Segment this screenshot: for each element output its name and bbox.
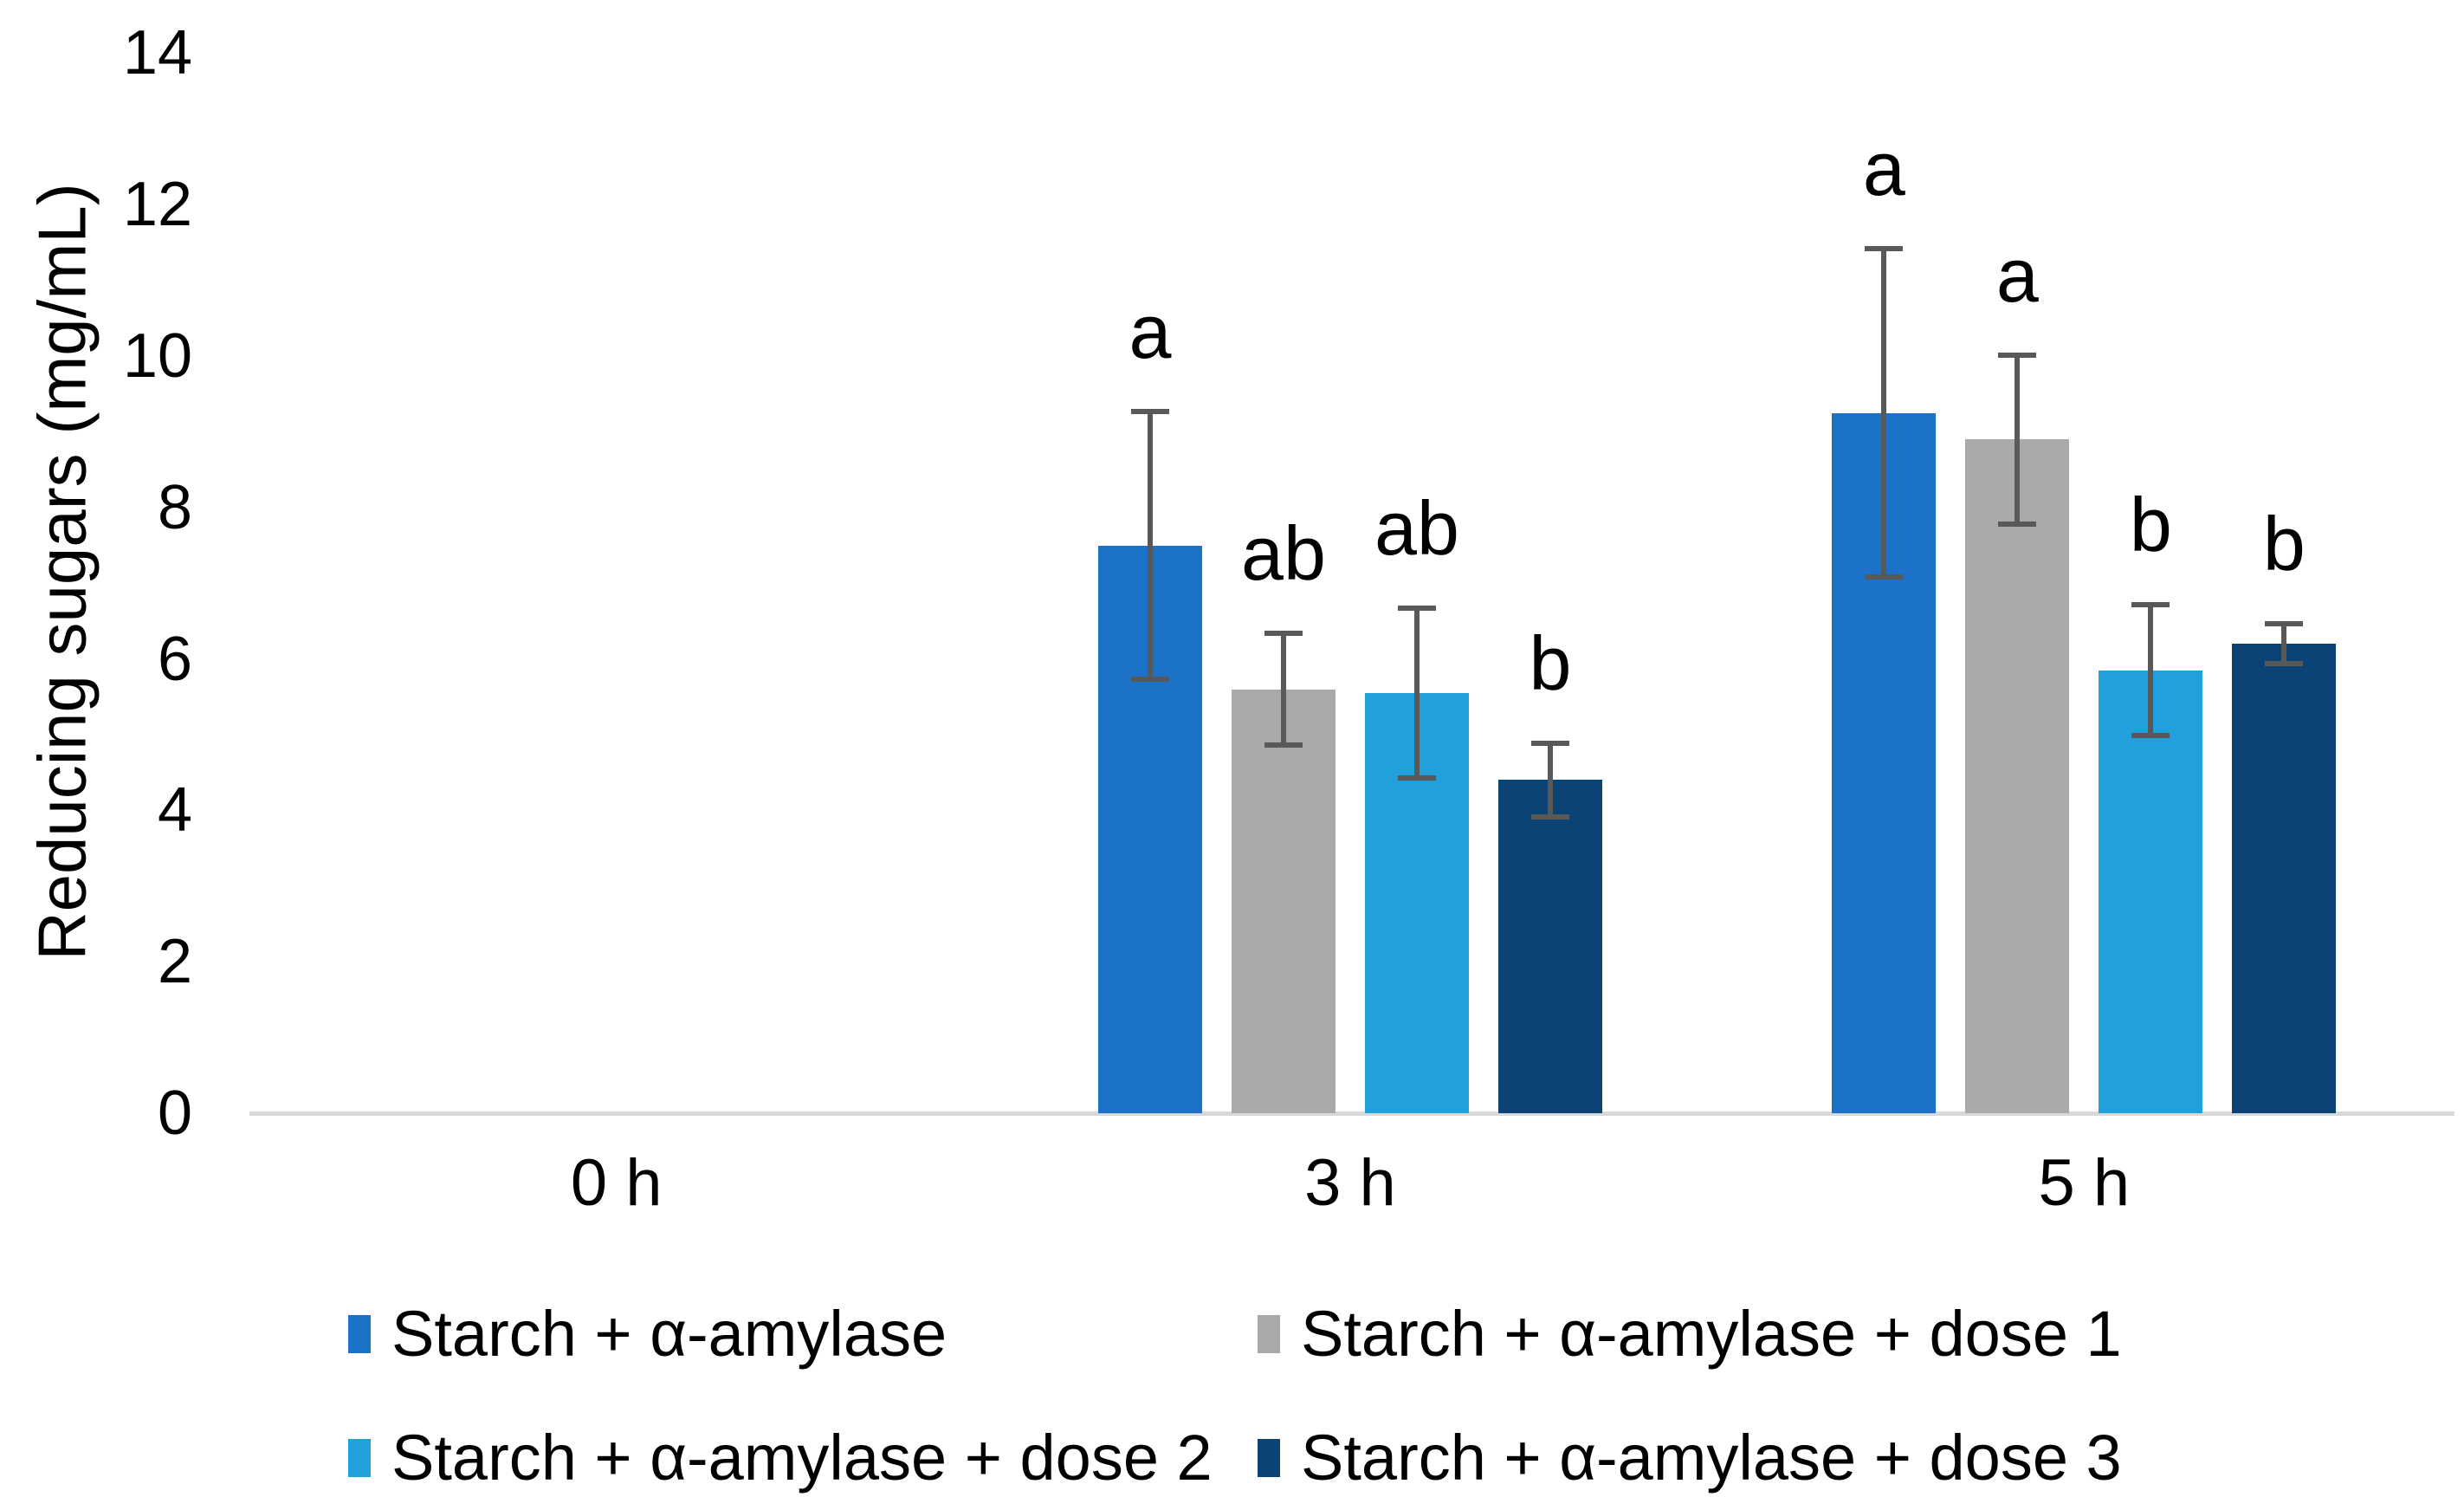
- error-bar: [1148, 409, 1153, 682]
- significance-letter: a: [1862, 126, 1905, 212]
- error-bar-cap: [1865, 574, 1904, 580]
- bar: [1965, 439, 2070, 1113]
- legend-item: Starch + α-amylase + dose 2: [348, 1426, 1213, 1490]
- error-bar-cap: [1865, 246, 1904, 252]
- bar: [2232, 644, 2337, 1113]
- error-bar-cap: [1131, 676, 1169, 682]
- y-tick-label: 10: [122, 321, 192, 391]
- error-bar: [2015, 352, 2021, 527]
- significance-letter: b: [2262, 500, 2306, 586]
- error-bar-cap: [1264, 631, 1303, 637]
- y-tick-label: 4: [157, 775, 192, 846]
- y-tick-label: 8: [157, 472, 192, 542]
- error-bar: [2281, 620, 2287, 667]
- y-tick-label: 14: [122, 18, 192, 88]
- error-bar-cap: [1398, 775, 1436, 781]
- legend-item: Starch + α-amylase: [348, 1302, 947, 1366]
- error-bar-cap: [1998, 521, 2037, 527]
- significance-letter: ab: [1374, 484, 1459, 571]
- legend-swatch: [1258, 1315, 1280, 1353]
- legend-swatch: [348, 1315, 371, 1353]
- error-bar: [1281, 631, 1286, 748]
- error-bar-cap: [2265, 661, 2304, 667]
- legend-item: Starch + α-amylase + dose 3: [1258, 1426, 2122, 1490]
- error-bar: [1414, 605, 1420, 781]
- bar: [2099, 670, 2203, 1113]
- error-bar-cap: [2265, 620, 2304, 626]
- significance-letter: ab: [1241, 510, 1326, 597]
- x-category-label: 0 h: [570, 1146, 663, 1220]
- error-bar-cap: [1398, 605, 1436, 611]
- bar: [1498, 780, 1602, 1113]
- error-bar-cap: [2131, 733, 2170, 739]
- error-bar-cap: [2131, 602, 2170, 608]
- legend-item: Starch + α-amylase + dose 1: [1258, 1302, 2122, 1366]
- error-bar: [2148, 602, 2154, 739]
- y-tick-label: 2: [157, 927, 192, 997]
- legend-label: Starch + α-amylase: [391, 1298, 947, 1370]
- legend-swatch: [1258, 1439, 1280, 1477]
- y-tick-label: 12: [122, 170, 192, 240]
- error-bar: [1548, 740, 1553, 820]
- legend-label: Starch + α-amylase + dose 2: [391, 1422, 1213, 1494]
- legend-label: Starch + α-amylase + dose 3: [1301, 1422, 2122, 1494]
- x-axis-line: [249, 1111, 2454, 1116]
- error-bar-cap: [1131, 409, 1169, 415]
- legend-swatch: [348, 1439, 371, 1477]
- x-category-label: 3 h: [1304, 1146, 1396, 1220]
- significance-letter: b: [2129, 482, 2172, 568]
- legend-label: Starch + α-amylase + dose 1: [1301, 1298, 2122, 1370]
- error-bar-cap: [1531, 740, 1569, 746]
- x-category-label: 5 h: [2038, 1146, 2131, 1220]
- y-tick-label: 0: [157, 1079, 192, 1148]
- error-bar-cap: [1531, 813, 1569, 820]
- error-bar-cap: [1998, 352, 2037, 358]
- significance-letter: a: [1129, 288, 1172, 375]
- bar: [1232, 689, 1335, 1113]
- error-bar: [1881, 246, 1887, 580]
- error-bar-cap: [1264, 742, 1303, 748]
- significance-letter: b: [1529, 619, 1572, 706]
- y-tick-label: 6: [157, 624, 192, 694]
- significance-letter: a: [1995, 231, 2039, 318]
